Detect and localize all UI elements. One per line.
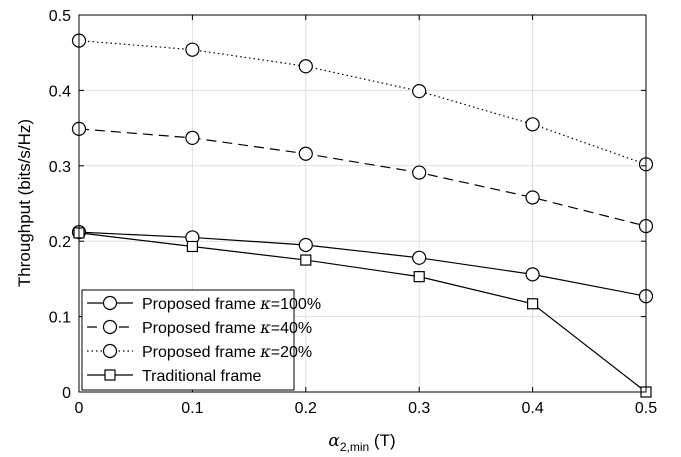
series-3 xyxy=(71,33,654,172)
y-tick-label: 0.1 xyxy=(49,310,71,327)
legend-item: Traditional frame xyxy=(87,368,262,385)
x-axis-label-unit: (T) xyxy=(369,431,395,450)
data-point xyxy=(525,267,540,282)
x-axis-label: α2,min (T) xyxy=(328,431,395,454)
x-ticks: 0 0.1 0.2 0.3 0.4 0.5 xyxy=(75,15,657,417)
x-tick-label: 0.2 xyxy=(295,400,317,417)
x-axis-label-symbol: α xyxy=(328,431,340,451)
data-point xyxy=(298,59,313,74)
x-axis-label-subscript: 2,min xyxy=(340,440,369,454)
legend-item: Proposed frame κ=100% xyxy=(87,294,321,313)
plot-frame xyxy=(78,14,647,393)
y-axis-label: Throughput (bits/s/Hz) xyxy=(15,119,34,287)
data-point xyxy=(525,117,540,132)
legend-marker xyxy=(102,319,118,335)
series-line xyxy=(78,231,647,297)
data-point xyxy=(298,237,313,253)
legend-label: Proposed frame κ=40% xyxy=(142,318,312,337)
series-line xyxy=(78,40,647,165)
series-layer xyxy=(71,33,654,398)
data-point xyxy=(412,84,427,99)
data-point xyxy=(413,271,425,283)
legend-item: Proposed frame κ=40% xyxy=(87,318,312,337)
series-2 xyxy=(71,121,654,234)
data-point xyxy=(186,240,198,253)
x-tick-label: 0.4 xyxy=(521,400,543,417)
x-tick-label: 0.1 xyxy=(181,400,203,417)
legend-box xyxy=(81,289,295,391)
series-line xyxy=(78,128,647,227)
x-tick-label: 0 xyxy=(75,400,84,417)
legend-label: Traditional frame xyxy=(142,368,262,385)
y-tick-label: 0.4 xyxy=(49,83,71,100)
y-tick-label: 0 xyxy=(62,385,71,402)
x-tick-label: 0.3 xyxy=(408,400,430,417)
legend-marker xyxy=(102,295,118,311)
data-point xyxy=(185,130,200,146)
legend-marker xyxy=(104,369,116,381)
data-point xyxy=(185,42,200,57)
legend-item: Proposed frame κ=20% xyxy=(87,342,312,361)
legend: Proposed frame κ=100% Proposed frame κ=40… xyxy=(81,289,321,391)
legend-marker xyxy=(102,343,118,359)
y-tick-label: 0.2 xyxy=(49,234,71,251)
data-point xyxy=(412,250,427,265)
series-line xyxy=(78,232,647,393)
legend-label: Proposed frame κ=100% xyxy=(142,294,321,313)
data-point xyxy=(300,254,312,266)
data-point xyxy=(298,146,313,161)
data-point xyxy=(412,165,427,180)
data-point xyxy=(525,190,540,205)
y-tick-label: 0.3 xyxy=(49,159,71,176)
x-tick-label: 0.5 xyxy=(635,400,657,417)
legend-label: Proposed frame κ=20% xyxy=(142,342,312,361)
data-point xyxy=(526,298,539,310)
y-tick-label: 0.5 xyxy=(49,8,71,25)
y-ticks: 0 0.1 0.2 0.3 0.4 0.5 xyxy=(49,8,646,402)
